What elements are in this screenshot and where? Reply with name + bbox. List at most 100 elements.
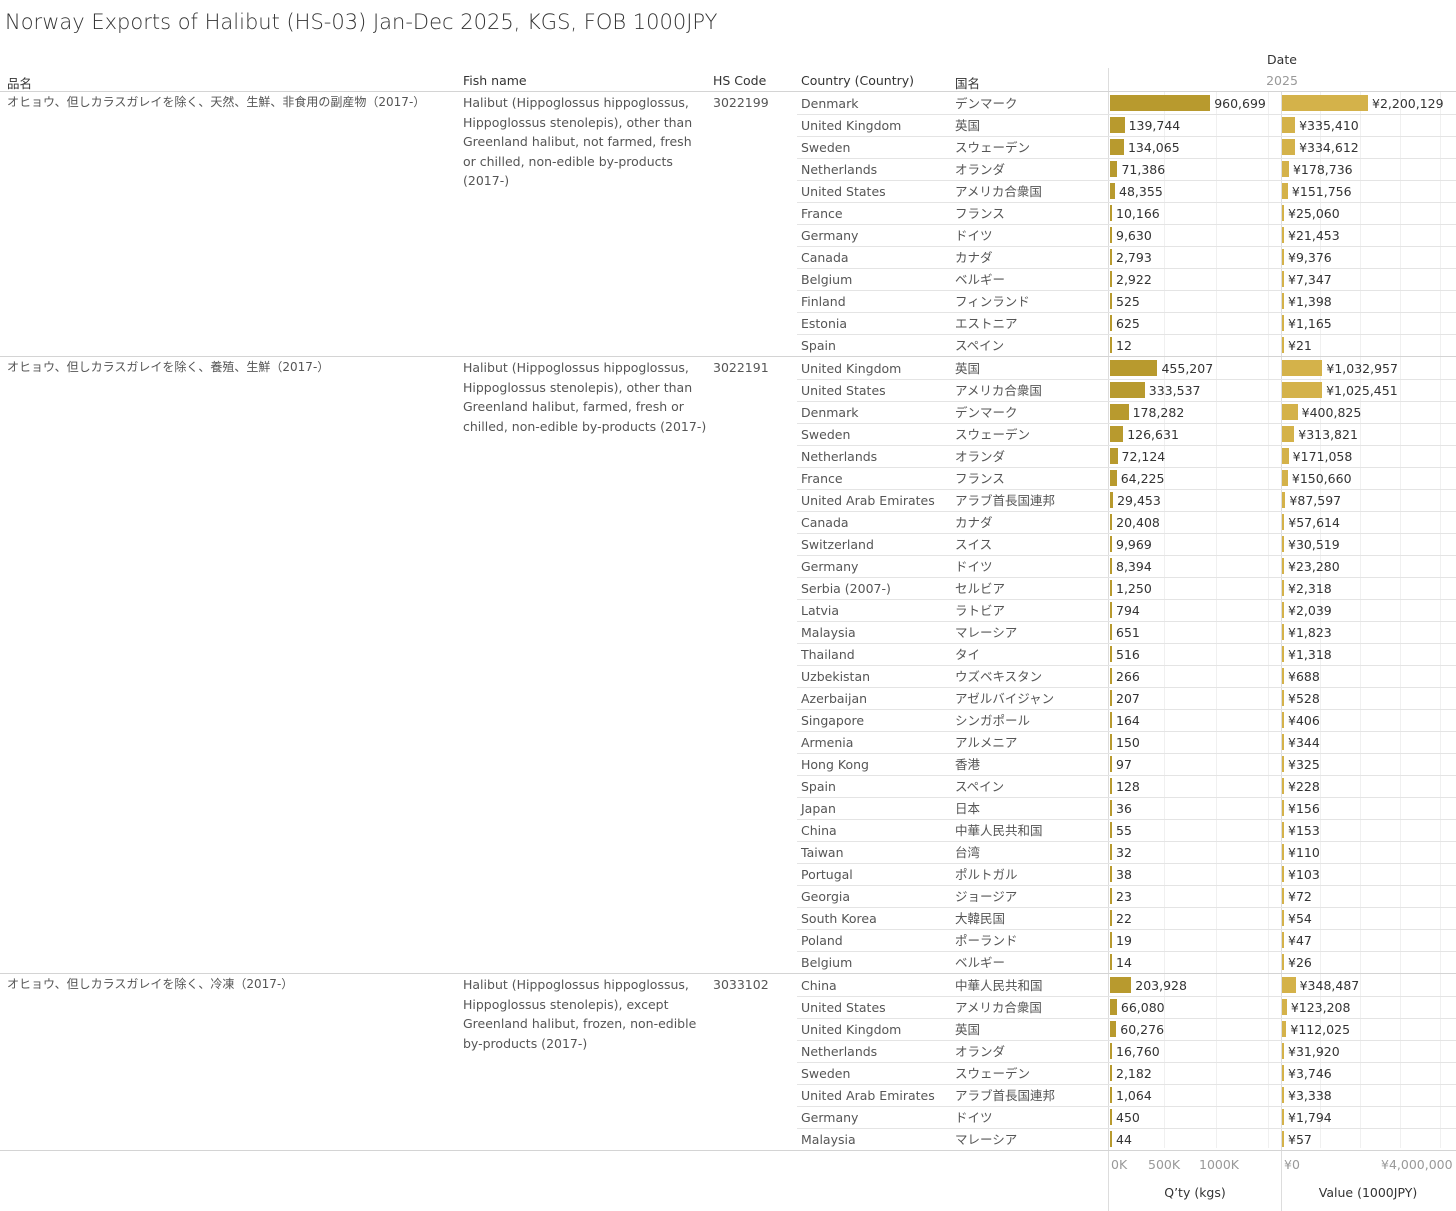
country-name-jp[interactable]: ドイツ — [955, 228, 993, 243]
value-bar[interactable] — [1282, 271, 1284, 287]
country-name-jp[interactable]: アゼルバイジャン — [955, 691, 1055, 706]
qty-bar[interactable] — [1110, 448, 1118, 464]
country-name-jp[interactable]: セルビア — [955, 581, 1006, 596]
country-name-jp[interactable]: 英国 — [955, 118, 981, 133]
country-name[interactable]: Netherlands — [801, 1044, 878, 1059]
value-axis-title[interactable]: Value (1000JPY) — [1318, 1185, 1418, 1200]
country-name[interactable]: United Arab Emirates — [801, 493, 935, 508]
country-name-jp[interactable]: 大韓民国 — [955, 911, 1006, 926]
country-name[interactable]: France — [801, 206, 843, 221]
country-name[interactable]: United Kingdom — [801, 1022, 902, 1037]
country-name-jp[interactable]: 英国 — [955, 1022, 981, 1037]
value-bar[interactable] — [1282, 1131, 1284, 1147]
country-name[interactable]: United Kingdom — [801, 118, 902, 133]
qty-bar[interactable] — [1110, 360, 1158, 376]
country-name-jp[interactable]: 日本 — [955, 801, 981, 816]
country-name[interactable]: South Korea — [801, 911, 877, 926]
country-name-jp[interactable]: 英国 — [955, 361, 981, 376]
qty-bar[interactable] — [1110, 536, 1112, 552]
header-fish-name[interactable]: Fish name — [463, 73, 527, 88]
qty-bar[interactable] — [1110, 800, 1112, 816]
qty-bar[interactable] — [1110, 492, 1114, 508]
country-name-jp[interactable]: 中華人民共和国 — [955, 823, 1043, 838]
value-bar[interactable] — [1282, 690, 1284, 706]
value-bar[interactable] — [1282, 778, 1284, 794]
country-name[interactable]: China — [801, 823, 837, 838]
qty-bar[interactable] — [1110, 866, 1112, 882]
qty-bar[interactable] — [1110, 382, 1145, 398]
country-name[interactable]: Germany — [801, 228, 859, 243]
value-bar[interactable] — [1282, 95, 1368, 111]
value-bar[interactable] — [1282, 293, 1284, 309]
country-name[interactable]: United States — [801, 383, 886, 398]
header-date[interactable]: Date — [1267, 52, 1297, 67]
country-name-jp[interactable]: マレーシア — [955, 1132, 1018, 1147]
country-name-jp[interactable]: シンガポール — [955, 713, 1031, 728]
qty-bar[interactable] — [1110, 95, 1211, 111]
value-bar[interactable] — [1282, 712, 1284, 728]
country-name[interactable]: China — [801, 978, 837, 993]
country-name[interactable]: Armenia — [801, 735, 854, 750]
country-name-jp[interactable]: 台湾 — [955, 845, 981, 860]
value-bar[interactable] — [1282, 360, 1323, 376]
country-name-jp[interactable]: フランス — [955, 206, 1005, 221]
qty-bar[interactable] — [1110, 1065, 1112, 1081]
value-bar[interactable] — [1282, 337, 1284, 353]
country-name-jp[interactable]: アラブ首長国連邦 — [955, 493, 1056, 508]
value-bar[interactable] — [1282, 580, 1284, 596]
qty-bar[interactable] — [1110, 205, 1112, 221]
value-bar[interactable] — [1282, 1087, 1284, 1103]
value-bar[interactable] — [1282, 139, 1296, 155]
qty-bar[interactable] — [1110, 580, 1112, 596]
country-name-jp[interactable]: ベルギー — [955, 272, 1006, 287]
country-name[interactable]: Denmark — [801, 405, 859, 420]
country-name[interactable]: Azerbaijan — [801, 691, 868, 706]
header-hinmei[interactable]: 品名 — [7, 76, 33, 91]
country-name[interactable]: Sweden — [801, 1066, 851, 1081]
value-bar[interactable] — [1282, 866, 1284, 882]
country-name-jp[interactable]: エストニア — [955, 316, 1018, 331]
country-name-jp[interactable]: スペイン — [955, 338, 1005, 353]
country-name[interactable]: France — [801, 471, 843, 486]
value-bar[interactable] — [1282, 492, 1286, 508]
country-name[interactable]: Netherlands — [801, 162, 878, 177]
qty-bar[interactable] — [1110, 315, 1112, 331]
country-name-jp[interactable]: 香港 — [955, 757, 981, 772]
country-name-jp[interactable]: スウェーデン — [955, 1066, 1031, 1081]
value-bar[interactable] — [1282, 536, 1284, 552]
value-bar[interactable] — [1282, 558, 1284, 574]
country-name[interactable]: Germany — [801, 1110, 859, 1125]
country-name-jp[interactable]: アラブ首長国連邦 — [955, 1088, 1056, 1103]
qty-bar[interactable] — [1110, 910, 1112, 926]
country-name[interactable]: United States — [801, 184, 886, 199]
value-bar[interactable] — [1282, 932, 1284, 948]
country-name[interactable]: Canada — [801, 515, 849, 530]
value-bar[interactable] — [1282, 1109, 1284, 1125]
value-bar[interactable] — [1282, 404, 1298, 420]
value-bar[interactable] — [1282, 448, 1289, 464]
value-bar[interactable] — [1282, 602, 1284, 618]
value-bar[interactable] — [1282, 205, 1284, 221]
country-name-jp[interactable]: フィンランド — [955, 294, 1030, 309]
qty-bar[interactable] — [1110, 712, 1112, 728]
qty-bar[interactable] — [1110, 1021, 1117, 1037]
country-name-jp[interactable]: タイ — [955, 647, 981, 662]
value-bar[interactable] — [1282, 734, 1284, 750]
country-name-jp[interactable]: アメリカ合衆国 — [955, 1000, 1042, 1015]
country-name[interactable]: Hong Kong — [801, 757, 869, 772]
country-name[interactable]: Malaysia — [801, 1132, 856, 1147]
qty-bar[interactable] — [1110, 999, 1117, 1015]
country-name[interactable]: United Arab Emirates — [801, 1088, 935, 1103]
country-name[interactable]: Latvia — [801, 603, 840, 618]
qty-bar[interactable] — [1110, 271, 1112, 287]
country-name[interactable]: Spain — [801, 338, 836, 353]
country-name[interactable]: Belgium — [801, 955, 853, 970]
country-name-jp[interactable]: マレーシア — [955, 625, 1018, 640]
qty-bar[interactable] — [1110, 954, 1112, 970]
qty-bar[interactable] — [1110, 690, 1112, 706]
country-name[interactable]: Canada — [801, 250, 849, 265]
qty-bar[interactable] — [1110, 668, 1112, 684]
country-name[interactable]: Thailand — [801, 647, 855, 662]
country-name-jp[interactable]: フランス — [955, 471, 1005, 486]
qty-bar[interactable] — [1110, 1087, 1112, 1103]
